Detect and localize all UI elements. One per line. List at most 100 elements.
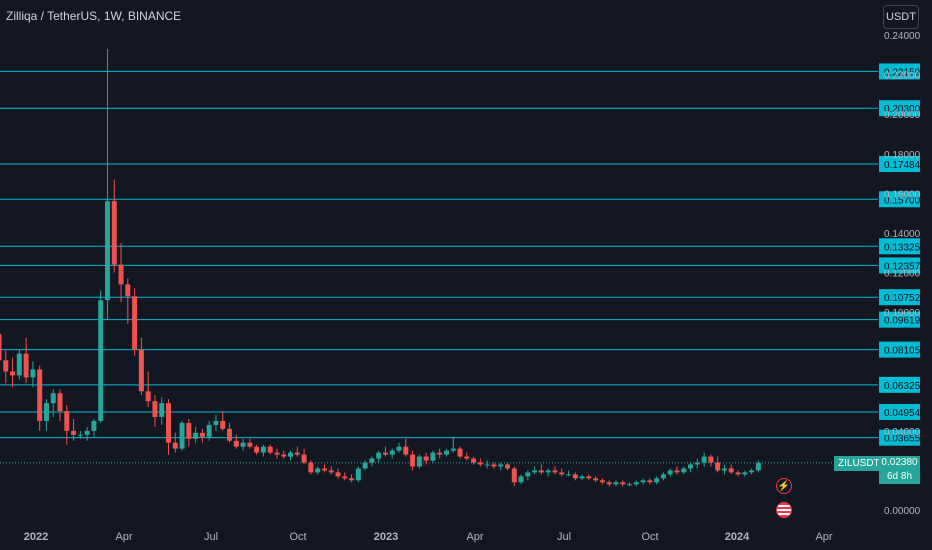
candle bbox=[586, 474, 592, 481]
candle-body bbox=[362, 462, 368, 469]
candle bbox=[145, 371, 151, 408]
candle-body bbox=[511, 468, 517, 483]
candle bbox=[328, 466, 334, 475]
candle bbox=[118, 242, 124, 303]
candle bbox=[362, 460, 368, 471]
candle-body bbox=[50, 393, 56, 404]
candle-body bbox=[755, 462, 761, 471]
candle bbox=[77, 430, 83, 439]
candle bbox=[10, 357, 16, 388]
candle bbox=[172, 432, 178, 453]
candle-body bbox=[145, 391, 151, 402]
candle bbox=[525, 470, 531, 481]
candle bbox=[396, 442, 402, 453]
candle-body bbox=[294, 452, 300, 455]
candle-body bbox=[437, 452, 443, 455]
x-tick-label: Jul bbox=[204, 531, 218, 543]
candle-body bbox=[206, 424, 212, 437]
candle-body bbox=[423, 456, 429, 461]
candle-body bbox=[91, 420, 97, 431]
candle bbox=[179, 420, 185, 451]
candle-body bbox=[606, 482, 612, 485]
candle bbox=[633, 480, 639, 487]
y-tick-label: 0.14000 bbox=[884, 229, 921, 240]
candle bbox=[715, 456, 721, 473]
currency-button[interactable]: USDT bbox=[883, 5, 919, 29]
candle-body bbox=[518, 476, 524, 483]
candle-body bbox=[491, 464, 497, 467]
candle bbox=[376, 450, 382, 463]
candle-body bbox=[566, 474, 572, 476]
candle bbox=[166, 399, 171, 455]
candle bbox=[505, 462, 510, 471]
candle bbox=[701, 452, 707, 467]
candle-body bbox=[640, 480, 646, 483]
candle-body bbox=[349, 478, 355, 481]
candle bbox=[382, 446, 388, 457]
candle-body bbox=[328, 470, 334, 473]
level-label-box bbox=[879, 155, 920, 172]
level-label: 0.06325 bbox=[884, 381, 921, 392]
candle-body bbox=[484, 464, 490, 466]
candle bbox=[410, 450, 416, 471]
candle bbox=[37, 365, 43, 431]
candle-body bbox=[233, 440, 239, 447]
candle bbox=[403, 438, 409, 457]
candle-body bbox=[186, 422, 192, 439]
lightning-event-icon[interactable]: ⚡ bbox=[776, 478, 792, 494]
candle bbox=[437, 448, 443, 459]
candle-body bbox=[199, 432, 205, 437]
candle-body bbox=[579, 476, 585, 479]
candle-body bbox=[301, 454, 307, 463]
candle-body bbox=[613, 482, 619, 485]
candle-body bbox=[274, 452, 280, 455]
us-flag-event-icon[interactable] bbox=[776, 502, 792, 518]
candle bbox=[64, 405, 70, 445]
candle-body bbox=[681, 468, 687, 473]
candle bbox=[721, 464, 727, 475]
level-label-box bbox=[879, 100, 920, 117]
candle-body bbox=[37, 369, 43, 421]
candle bbox=[111, 179, 117, 273]
y-tick-label: 0.04000 bbox=[884, 427, 921, 438]
candle-body bbox=[715, 462, 721, 471]
candle-body bbox=[633, 482, 639, 485]
candle bbox=[315, 466, 321, 475]
candle bbox=[647, 478, 653, 485]
candle-body bbox=[559, 472, 565, 475]
y-tick-label: 0.10000 bbox=[884, 308, 921, 319]
candle bbox=[477, 458, 483, 467]
candle bbox=[220, 411, 226, 431]
candle bbox=[206, 420, 212, 441]
candle-body bbox=[708, 456, 714, 463]
candle bbox=[484, 460, 490, 469]
chart-title: Zilliqa / TetherUS, 1W, BINANCE bbox=[6, 9, 182, 23]
candle-body bbox=[193, 432, 199, 439]
candle-body bbox=[701, 456, 707, 463]
last-price-badge: 0.02380 6d 8h bbox=[879, 456, 920, 484]
candle bbox=[457, 446, 463, 459]
candle bbox=[688, 462, 694, 473]
candle bbox=[681, 466, 687, 475]
y-tick-label: 0.24000 bbox=[884, 31, 921, 42]
candle bbox=[199, 428, 205, 443]
candle-body bbox=[450, 448, 456, 451]
candle-body bbox=[213, 420, 219, 425]
candle bbox=[416, 454, 422, 469]
candle bbox=[104, 48, 110, 320]
candle-body bbox=[728, 468, 734, 473]
candle bbox=[213, 415, 219, 431]
candle bbox=[491, 462, 497, 469]
candle bbox=[16, 349, 22, 380]
candle-body bbox=[220, 420, 226, 429]
candle bbox=[233, 434, 239, 449]
candle bbox=[288, 450, 294, 461]
candle-body bbox=[525, 472, 531, 477]
y-tick-label: 0.18000 bbox=[884, 150, 921, 161]
candle-body bbox=[620, 482, 626, 485]
candle-body bbox=[532, 470, 538, 473]
candle-body bbox=[77, 434, 83, 436]
y-tick-label: 0.12000 bbox=[884, 269, 921, 280]
candle bbox=[620, 480, 626, 487]
